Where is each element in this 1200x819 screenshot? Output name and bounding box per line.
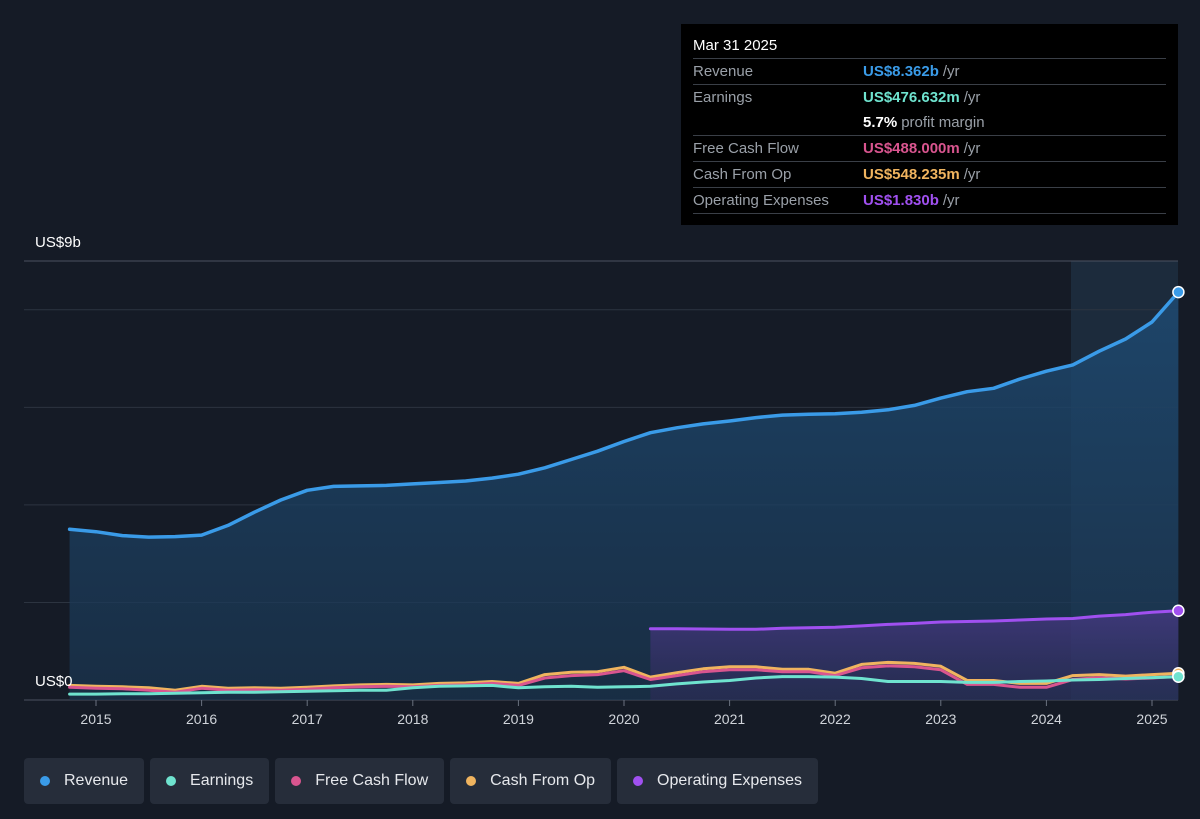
tooltip-row-label: Operating Expenses xyxy=(693,192,829,209)
series-lines xyxy=(67,290,1181,696)
tooltip-row-label: Revenue xyxy=(693,63,754,80)
y-axis-bottom-label: US$0 xyxy=(35,673,73,690)
tooltip-date: Mar 31 2025 xyxy=(693,37,778,54)
tooltip-row-label xyxy=(693,110,863,135)
x-tick-label: 2016 xyxy=(186,711,217,727)
x-tick-label: 2020 xyxy=(608,711,639,727)
x-tick-label: 2025 xyxy=(1136,711,1167,727)
legend-label: Earnings xyxy=(190,772,254,789)
tooltip-row: Revenue US$8.362b/yr xyxy=(693,58,1166,84)
legend-dot-icon xyxy=(633,776,644,786)
x-tick-label: 2021 xyxy=(714,711,745,727)
legend-label: Cash From Op xyxy=(490,772,596,789)
x-tick-label: 2022 xyxy=(820,711,851,727)
legend-label: Free Cash Flow xyxy=(315,772,429,789)
tooltip-row: Cash From Op US$548.235m/yr xyxy=(693,161,1166,187)
tooltip-row-unit: /yr xyxy=(963,89,981,106)
tooltip-row-label: Earnings xyxy=(693,89,753,106)
tooltip-row-value: US$476.632m xyxy=(863,89,960,106)
legend-dot-icon xyxy=(466,776,477,786)
tooltip-row: Free Cash Flow US$488.000m/yr xyxy=(693,135,1166,161)
data-tooltip: Mar 31 2025 Revenue US$8.362b/yr Earnings U… xyxy=(681,24,1178,225)
tooltip-row-value: 5.7% xyxy=(863,114,898,131)
tooltip-row: Operating Expenses US$1.830b/yr xyxy=(693,187,1166,214)
tooltip-rows: Revenue US$8.362b/yr Earnings US$476.632m/y… xyxy=(693,58,1166,214)
revenue-endpoint xyxy=(1172,285,1185,299)
tooltip-row-label: Free Cash Flow xyxy=(693,140,799,157)
x-tick-label: 2024 xyxy=(1031,711,1062,727)
free-cash-flow-line xyxy=(68,664,1180,694)
legend-dot-icon xyxy=(291,776,302,786)
tooltip-row-unit: /yr xyxy=(942,63,960,80)
tooltip-row-label: Cash From Op xyxy=(693,166,792,183)
legend-item[interactable]: Revenue xyxy=(24,758,145,804)
series-areas xyxy=(69,292,1179,700)
legend-item[interactable]: Cash From Op xyxy=(450,758,612,804)
tooltip-row: 5.7% profit margin xyxy=(693,110,1166,135)
tooltip-row-unit: /yr xyxy=(963,166,981,183)
x-tick-label: 2017 xyxy=(292,711,323,727)
legend-label: Revenue xyxy=(64,772,129,789)
cash-from-op-line xyxy=(68,660,1180,692)
tooltip-row-unit: /yr xyxy=(942,192,960,209)
earnings-line xyxy=(68,675,1180,696)
tooltip-row-value: US$488.000m xyxy=(863,140,960,157)
operating-expenses-endpoint xyxy=(1172,604,1185,617)
x-tick-label: 2019 xyxy=(503,711,534,727)
tooltip-row-value: US$548.235m xyxy=(863,166,960,183)
legend-dot-icon xyxy=(166,776,177,786)
tooltip-row-value: US$1.830b xyxy=(863,192,939,209)
revenue-area xyxy=(69,292,1179,700)
legend-item[interactable]: Operating Expenses xyxy=(617,758,819,804)
operating-expenses-line xyxy=(648,609,1180,631)
legend-label: Operating Expenses xyxy=(657,772,803,789)
y-axis-top-label: US$9b xyxy=(35,234,81,251)
legend-dot-icon xyxy=(40,776,50,786)
series-endpoints xyxy=(1172,285,1185,683)
x-axis-ticks: 2015 2016 2017 2018 2019 2020 2021 2022 2023 2024… xyxy=(80,700,1168,727)
tooltip-row-unit: /yr xyxy=(963,140,981,157)
x-tick-label: 2023 xyxy=(925,711,956,727)
x-tick-label: 2015 xyxy=(80,711,111,727)
legend-item[interactable]: Free Cash Flow xyxy=(275,758,445,804)
tooltip-row: Earnings US$476.632m/yr xyxy=(693,84,1166,110)
tooltip-row-unit: profit margin xyxy=(901,114,985,131)
x-tick-label: 2018 xyxy=(397,711,428,727)
legend-item[interactable]: Earnings xyxy=(150,758,270,804)
revenue-line xyxy=(67,290,1181,539)
tooltip-row-value: US$8.362b xyxy=(863,63,939,80)
chart-legend: Revenue Earnings Free Cash Flow Cash From O… xyxy=(24,758,824,804)
earnings-endpoint xyxy=(1172,670,1185,683)
